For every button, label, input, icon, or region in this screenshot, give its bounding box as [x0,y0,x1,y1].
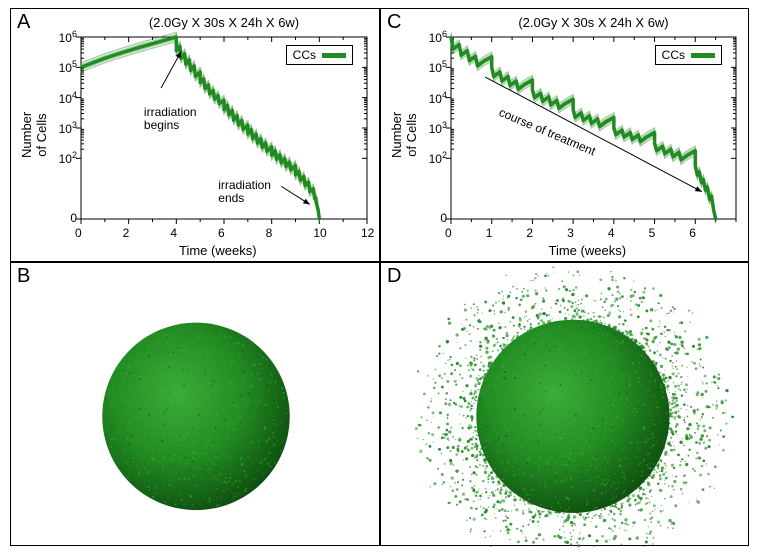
panel-a-legend-swatch [322,53,346,58]
panel-c-legend-swatch [691,53,715,58]
panel-c-legend: CCs [655,45,722,65]
panel-b-sphere [11,263,381,547]
panel-a-legend: CCs [286,45,353,65]
panel-d: D [380,262,749,546]
panel-a: A (2.0Gy X 30s X 24h X 6w) Number of Cel… [10,8,380,262]
panel-a-legend-text: CCs [293,48,316,62]
panel-c-legend-text: CCs [662,48,685,62]
panel-b: B [10,262,380,546]
figure-root: A (2.0Gy X 30s X 24h X 6w) Number of Cel… [0,0,759,556]
panel-d-sphere [381,263,750,547]
panel-c: C (2.0Gy X 30s X 24h X 6w) Number of Cel… [380,8,749,262]
